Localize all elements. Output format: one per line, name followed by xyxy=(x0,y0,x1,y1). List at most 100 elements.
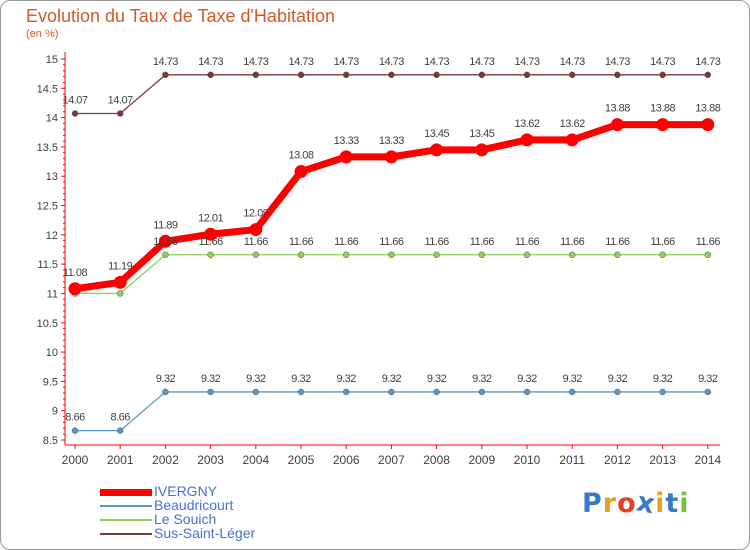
data-point xyxy=(478,71,486,79)
y-tick-label: 13 xyxy=(46,171,58,183)
x-tick-label: 2013 xyxy=(649,453,676,467)
data-point xyxy=(656,118,670,132)
x-tick-label: 2005 xyxy=(288,453,315,467)
x-tick-label: 2014 xyxy=(694,453,721,467)
data-point xyxy=(252,388,260,396)
data-point xyxy=(610,118,624,132)
data-point xyxy=(388,71,395,79)
data-point xyxy=(116,427,124,434)
data-point xyxy=(433,71,440,79)
legend-item: Le Souich xyxy=(100,512,255,526)
data-point xyxy=(433,388,440,396)
data-point xyxy=(71,427,79,434)
data-label: 11.66 xyxy=(424,236,449,248)
data-label: 14.73 xyxy=(560,56,585,68)
data-label: 9.32 xyxy=(562,373,582,385)
data-point xyxy=(162,388,169,396)
y-tick-label: 10.5 xyxy=(37,318,58,330)
logo-letter: r xyxy=(602,488,618,519)
data-label: 12.09 xyxy=(243,208,268,220)
data-point xyxy=(162,71,169,79)
legend-swatch xyxy=(100,519,152,522)
data-label: 14.73 xyxy=(605,56,630,68)
legend-swatch xyxy=(100,533,152,536)
data-point xyxy=(207,388,214,396)
series-line-ivergny xyxy=(74,121,708,293)
data-label: 11.66 xyxy=(153,236,178,248)
x-tick-label: 2002 xyxy=(152,453,179,467)
legend-swatch xyxy=(100,505,152,508)
data-point xyxy=(384,150,398,164)
chart-subtitle: (en %) xyxy=(26,28,59,40)
data-point xyxy=(614,388,621,396)
logo-letter: i xyxy=(655,488,666,519)
legend-label: IVERGNY xyxy=(154,483,218,499)
data-point xyxy=(704,251,712,259)
data-label: 9.32 xyxy=(472,373,492,385)
x-tick-label: 2004 xyxy=(242,453,269,467)
data-point xyxy=(478,388,486,396)
data-point xyxy=(116,290,124,297)
y-tick-label: 10 xyxy=(46,347,58,359)
logo-letter: o xyxy=(617,488,637,519)
data-label: 11.66 xyxy=(696,236,721,248)
data-point xyxy=(704,388,712,396)
data-point xyxy=(252,251,260,259)
data-point xyxy=(568,71,576,79)
y-tick-label: 14.5 xyxy=(37,83,58,95)
data-label: 9.32 xyxy=(246,373,266,385)
x-tick-label: 2012 xyxy=(604,453,631,467)
data-label: 9.32 xyxy=(336,373,356,385)
data-label: 11.66 xyxy=(289,236,314,248)
data-label: 9.32 xyxy=(427,373,447,385)
data-point xyxy=(568,388,576,396)
x-tick-label: 2003 xyxy=(197,453,224,467)
data-label: 11.66 xyxy=(334,236,359,248)
x-tick-label: 2010 xyxy=(514,453,541,467)
data-label: 11.19 xyxy=(108,260,133,272)
data-point xyxy=(565,133,579,147)
data-point xyxy=(297,388,305,396)
data-label: 11.66 xyxy=(560,236,585,248)
data-label: 12.01 xyxy=(198,212,223,224)
y-tick-label: 11 xyxy=(47,288,58,300)
data-point xyxy=(162,251,169,259)
y-tick-label: 13.5 xyxy=(37,142,58,154)
data-label: 14.07 xyxy=(62,95,87,107)
legend-item: IVERGNY xyxy=(100,484,255,498)
y-tick-label: 9 xyxy=(52,406,58,418)
data-label: 14.07 xyxy=(108,95,133,107)
x-tick-label: 2009 xyxy=(468,453,495,467)
data-label: 9.32 xyxy=(291,373,311,385)
data-label: 13.33 xyxy=(379,135,404,147)
series-line-le-souich xyxy=(75,254,708,295)
data-label: 14.73 xyxy=(243,56,268,68)
data-label: 13.88 xyxy=(605,103,630,115)
data-point xyxy=(342,71,350,79)
data-label: 9.32 xyxy=(653,373,673,385)
data-point xyxy=(388,388,395,396)
x-tick-label: 2008 xyxy=(423,453,450,467)
data-label: 14.73 xyxy=(379,56,404,68)
data-point xyxy=(339,150,353,164)
y-tick-label: 9.5 xyxy=(43,376,58,388)
data-label: 14.73 xyxy=(153,56,178,68)
data-point xyxy=(523,388,531,396)
data-point xyxy=(704,71,712,79)
data-point xyxy=(614,71,621,79)
data-label: 9.32 xyxy=(201,373,221,385)
data-point xyxy=(659,251,666,259)
data-label: 14.73 xyxy=(424,56,449,68)
data-point xyxy=(249,223,263,237)
data-label: 13.88 xyxy=(695,103,720,115)
data-label: 13.62 xyxy=(514,118,539,130)
data-point xyxy=(614,251,621,259)
data-label: 14.73 xyxy=(650,56,675,68)
data-point xyxy=(294,165,308,179)
y-tick-label: 14 xyxy=(46,113,58,125)
x-tick-label: 2007 xyxy=(378,453,405,467)
data-label: 9.32 xyxy=(156,373,176,385)
logo-letter: t xyxy=(665,488,680,519)
data-label: 13.33 xyxy=(334,135,359,147)
